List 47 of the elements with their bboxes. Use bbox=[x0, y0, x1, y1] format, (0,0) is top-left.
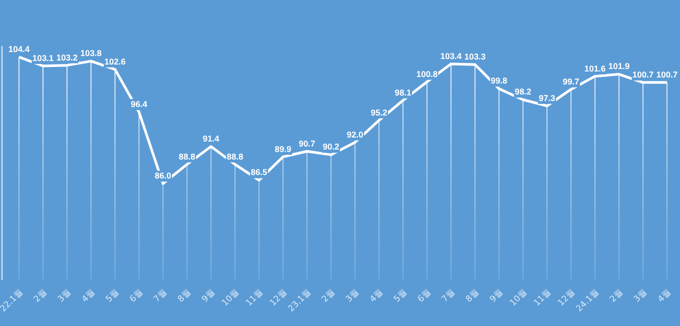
x-tick-label: 2월 bbox=[320, 287, 338, 305]
x-tick-label: 4월 bbox=[368, 287, 386, 305]
x-tick-label: 8월 bbox=[176, 287, 194, 305]
x-tick-label: 7월 bbox=[440, 287, 458, 305]
x-tick-label: 5월 bbox=[104, 287, 122, 305]
x-tick-label: 3월 bbox=[56, 287, 74, 305]
data-label: 101.6 bbox=[584, 63, 606, 74]
data-label: 100.7 bbox=[656, 69, 678, 80]
x-tick-label: 9월 bbox=[200, 287, 218, 305]
data-label: 95.2 bbox=[370, 107, 388, 118]
data-label: 103.2 bbox=[56, 52, 78, 62]
data-label: 88.8 bbox=[178, 151, 196, 162]
data-label: 92.0 bbox=[346, 129, 364, 140]
x-tick-label: 9월 bbox=[488, 287, 506, 305]
data-label: 97.3 bbox=[538, 92, 556, 103]
data-label: 99.7 bbox=[562, 76, 580, 86]
data-label: 86.5 bbox=[250, 167, 268, 178]
data-label: 103.3 bbox=[464, 52, 486, 62]
data-label: 101.9 bbox=[608, 61, 630, 72]
x-tick-label: 4월 bbox=[656, 287, 674, 305]
data-label: 100.8 bbox=[416, 68, 438, 79]
data-label: 98.2 bbox=[514, 86, 532, 97]
data-label: 99.8 bbox=[490, 76, 508, 86]
x-tick-label: 3월 bbox=[632, 287, 650, 305]
x-tick-label: 2월 bbox=[32, 287, 50, 305]
x-tick-label: 7월 bbox=[152, 287, 170, 305]
x-tick-label: 6월 bbox=[128, 287, 146, 305]
data-label: 98.1 bbox=[394, 87, 412, 98]
x-tick-label: 3월 bbox=[344, 287, 362, 305]
x-tick-label: 5월 bbox=[392, 287, 410, 305]
data-label: 91.4 bbox=[202, 133, 220, 144]
x-tick-label: 2월 bbox=[608, 287, 626, 305]
data-label: 96.4 bbox=[130, 99, 148, 110]
data-label: 103.1 bbox=[32, 52, 54, 63]
x-tick-label: 8월 bbox=[464, 287, 482, 305]
data-label: 100.7 bbox=[632, 69, 654, 80]
data-label: 86.0 bbox=[154, 170, 172, 181]
data-label: 89.9 bbox=[274, 144, 292, 154]
x-tick-label: 6월 bbox=[416, 287, 434, 305]
data-label: 104.4 bbox=[8, 44, 30, 54]
data-label: 90.7 bbox=[298, 138, 316, 148]
data-label: 103.4 bbox=[440, 50, 462, 61]
x-tick-label: 4월 bbox=[80, 287, 98, 305]
data-label: 102.6 bbox=[104, 56, 126, 66]
data-label: 90.2 bbox=[322, 142, 340, 152]
data-label: 103.8 bbox=[80, 48, 102, 58]
data-label: 88.8 bbox=[226, 151, 244, 162]
